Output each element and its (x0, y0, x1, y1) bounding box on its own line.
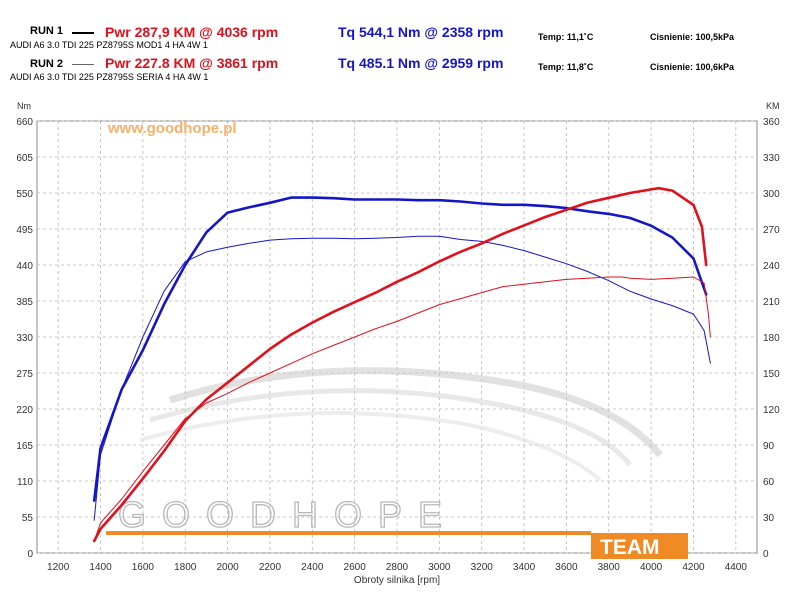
y-right-tick-label: 90 (763, 441, 775, 452)
right-axis-unit: KM (766, 101, 780, 111)
x-tick-label: 3400 (513, 562, 536, 573)
run1-power: Pwr 287,9 KM @ 4036 rpm (105, 24, 279, 40)
y-left-tick-label: 110 (17, 477, 33, 488)
watermark-team-box (591, 533, 688, 559)
y-left-tick-label: 440 (16, 261, 33, 272)
left-axis-unit: Nm (17, 101, 31, 111)
y-left-tick-label: 275 (16, 369, 33, 380)
y-right-tick-label: 300 (763, 189, 780, 200)
y-right-tick-label: 60 (763, 477, 775, 488)
watermark-bar (106, 531, 591, 535)
y-left-tick-label: 0 (27, 549, 33, 560)
run2-torque-curve (93, 235, 711, 521)
y-left-tick-label: 550 (16, 189, 33, 200)
x-tick-label: 1800 (174, 562, 197, 573)
y-right-tick-label: 180 (763, 333, 780, 344)
x-tick-label: 4200 (682, 562, 705, 573)
y-right-tick-label: 270 (763, 225, 780, 236)
watermark-url: www.goodhope.pl (107, 120, 237, 137)
y-right-tick-label: 0 (763, 549, 769, 560)
x-tick-label: 1200 (47, 562, 70, 573)
x-axis-label: Obroty silnika [rpm] (354, 575, 440, 586)
run2-car: AUDI A6 3.0 TDI 225 PZ8795S SERIA 4 HA 4… (10, 72, 209, 82)
run2-line-sample (72, 64, 94, 65)
run2-power-curve (93, 276, 711, 542)
x-tick-label: 4400 (725, 562, 748, 573)
y-right-tick-label: 330 (763, 153, 780, 164)
y-left-tick-label: 605 (16, 153, 33, 164)
y-right-tick-label: 150 (763, 369, 780, 380)
run1-line-sample (72, 32, 94, 34)
x-tick-label: 2600 (344, 562, 367, 573)
y-left-tick-label: 495 (16, 225, 33, 236)
run2-temp: Temp: 11,8˚C (538, 62, 594, 72)
watermark-team: TEAM (600, 536, 660, 559)
run2-label: RUN 2 (30, 58, 64, 70)
y-right-tick-label: 120 (763, 405, 780, 416)
x-tick-label: 3600 (555, 562, 578, 573)
x-tick-label: 2800 (386, 562, 409, 573)
run1-label: RUN 1 (30, 25, 64, 37)
y-left-tick-label: 330 (16, 333, 33, 344)
y-right-tick-label: 210 (763, 297, 780, 308)
y-left-tick-label: 660 (16, 117, 33, 128)
x-tick-label: 1600 (132, 562, 155, 573)
x-tick-label: 1400 (89, 562, 112, 573)
y-left-tick-label: 55 (22, 513, 34, 524)
y-left-tick-label: 385 (16, 297, 33, 308)
y-right-tick-label: 30 (763, 513, 775, 524)
x-tick-label: 2200 (259, 562, 282, 573)
run1-pressure: Cisnienie: 100,5kPa (650, 32, 735, 42)
run1-torque-curve (92, 196, 708, 502)
y-right-tick-label: 240 (763, 261, 780, 272)
axis-ticks: 1200 1400 1600 1800 2000 2200 2400 2600 2800 3000… (16, 117, 780, 573)
run1-torque: Tq 544,1 Nm @ 2358 rpm (338, 24, 504, 40)
y-left-tick-label: 220 (16, 405, 33, 416)
run2-torque: Tq 485.1 Nm @ 2959 rpm (338, 55, 504, 71)
run2-pressure: Cisnienie: 100,6kPa (650, 62, 735, 72)
run2-power: Pwr 227.8 KM @ 3861 rpm (105, 55, 279, 71)
y-right-tick-label: 360 (763, 117, 780, 128)
x-tick-label: 3200 (471, 562, 494, 573)
curves (92, 186, 711, 543)
x-tick-label: 2400 (301, 562, 324, 573)
x-tick-label: 4000 (640, 562, 663, 573)
y-left-tick-label: 165 (16, 441, 33, 452)
x-tick-label: 2000 (216, 562, 239, 573)
run1-temp: Temp: 11,1˚C (538, 32, 594, 42)
watermark-brand: GOODHOPE (118, 494, 458, 535)
x-tick-label: 3000 (428, 562, 451, 573)
x-tick-label: 3800 (598, 562, 621, 573)
legend-header: RUN 1 AUDI A6 3.0 TDI 225 PZ8795S MOD1 4… (0, 0, 800, 90)
run1-car: AUDI A6 3.0 TDI 225 PZ8795S MOD1 4 HA 4W… (10, 40, 208, 50)
